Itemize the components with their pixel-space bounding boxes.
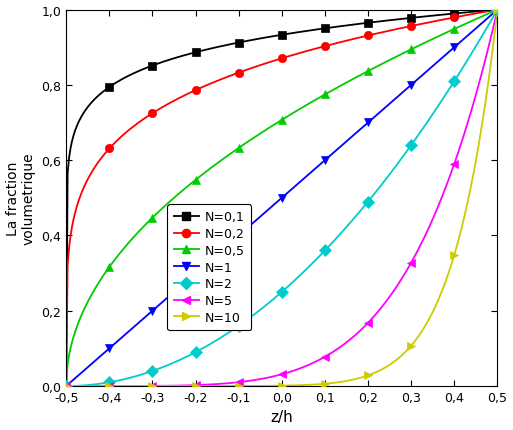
X-axis label: z/h: z/h (270, 409, 293, 424)
Legend: N=0,1, N=0,2, N=0,5, N=1, N=2, N=5, N=10: N=0,1, N=0,2, N=0,5, N=1, N=2, N=5, N=10 (167, 205, 251, 330)
Y-axis label: La fraction
volumetrique: La fraction volumetrique (6, 152, 36, 245)
